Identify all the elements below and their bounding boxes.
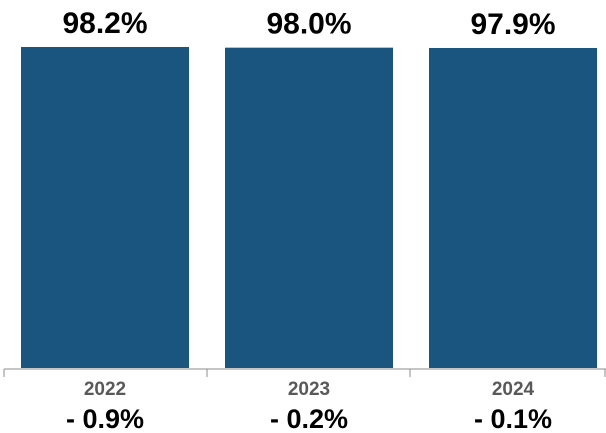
labels-group: 98.2% 2022 - 0.9% 98.0% 2023 - 0.2% 97.9% 2024 -…: [62, 7, 555, 433]
bar-2022: [21, 47, 189, 368]
change-label-2024: - 0.1%: [474, 404, 552, 433]
value-label-2023: 98.0%: [266, 8, 351, 41]
x-tick-label-2024: 2024: [492, 379, 535, 400]
x-tick-label-2022: 2022: [84, 379, 126, 400]
change-label-2022: - 0.9%: [66, 404, 144, 433]
bar-2024: [429, 47, 597, 368]
x-tick-label-2023: 2023: [288, 379, 330, 400]
x-axis-ticks: [3, 369, 606, 377]
bar-2023: [225, 47, 393, 368]
value-label-2024: 97.9%: [470, 8, 555, 41]
bars-group: [21, 47, 597, 368]
change-label-2023: - 0.2%: [270, 404, 348, 433]
value-label-2022: 98.2%: [62, 7, 147, 40]
